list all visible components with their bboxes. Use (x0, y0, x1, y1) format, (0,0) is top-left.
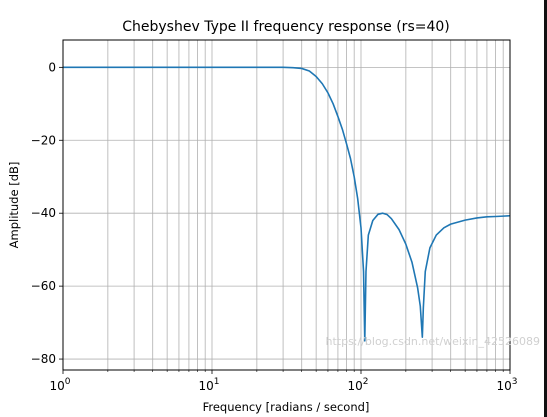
watermark: https://blog.csdn.net/weixin_42526089 (325, 335, 540, 348)
y-tick-label: 0 (48, 60, 56, 74)
x-tick-label: 100 (49, 377, 70, 393)
y-axis-label: Amplitude [dB] (7, 162, 21, 249)
chart-title: Chebyshev Type II frequency response (rs… (122, 19, 450, 35)
grid (62, 40, 511, 370)
ticks: 100 101 102 103 0 −20 −40 −60 −80 (31, 60, 518, 393)
plot-area (63, 66, 511, 342)
series-line (63, 66, 511, 342)
y-tick-label: −40 (31, 206, 56, 220)
y-tick-label: −60 (31, 279, 56, 293)
x-tick-label: 102 (347, 377, 368, 393)
right-edge-bar (544, 0, 547, 417)
x-tick-label: 103 (496, 377, 517, 393)
y-tick-label: −80 (31, 352, 56, 366)
x-tick-label: 101 (198, 377, 219, 393)
axes-frame (62, 39, 511, 371)
y-tick-label: −20 (31, 133, 56, 147)
x-axis-label: Frequency [radians / second] (203, 400, 370, 414)
